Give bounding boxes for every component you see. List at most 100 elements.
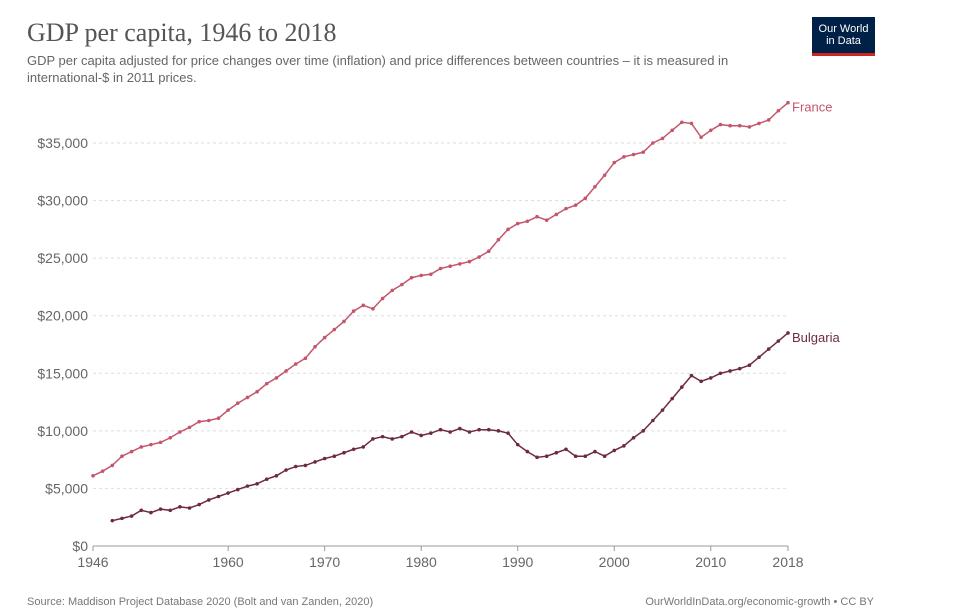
x-tick-label: 2018 bbox=[772, 554, 803, 570]
data-point bbox=[641, 429, 646, 433]
data-point bbox=[660, 408, 665, 412]
data-point bbox=[332, 327, 337, 332]
x-tick-label: 1980 bbox=[406, 554, 437, 570]
data-point bbox=[708, 128, 713, 133]
data-point bbox=[149, 510, 153, 515]
data-point bbox=[284, 369, 288, 373]
data-point bbox=[631, 152, 636, 157]
data-point bbox=[264, 477, 269, 482]
data-point bbox=[187, 425, 192, 430]
data-point bbox=[728, 123, 732, 128]
data-point bbox=[100, 469, 105, 473]
data-point bbox=[680, 385, 684, 389]
data-point bbox=[573, 454, 578, 458]
data-point bbox=[651, 141, 655, 145]
data-point bbox=[602, 454, 607, 458]
series-label-france: France bbox=[792, 100, 832, 115]
data-point bbox=[293, 464, 298, 469]
series-label-bulgaria: Bulgaria bbox=[792, 330, 840, 345]
data-point bbox=[786, 100, 790, 105]
data-point bbox=[544, 218, 549, 222]
data-point bbox=[786, 331, 790, 335]
data-point bbox=[197, 419, 201, 424]
data-point bbox=[467, 259, 472, 264]
data-point bbox=[535, 214, 539, 219]
data-point bbox=[313, 460, 317, 464]
data-point bbox=[506, 227, 510, 232]
data-point bbox=[313, 345, 317, 349]
data-point bbox=[602, 173, 607, 178]
data-point bbox=[737, 123, 742, 128]
data-point bbox=[747, 125, 752, 129]
data-point bbox=[129, 449, 134, 454]
data-point bbox=[766, 118, 771, 122]
x-tick-label: 2010 bbox=[695, 554, 726, 570]
data-point bbox=[351, 447, 356, 452]
data-point bbox=[757, 355, 761, 359]
data-point bbox=[670, 128, 674, 133]
data-point bbox=[515, 221, 520, 226]
data-point bbox=[467, 430, 472, 434]
data-point bbox=[477, 255, 481, 259]
data-point bbox=[631, 435, 636, 440]
data-point bbox=[429, 272, 433, 277]
data-point bbox=[361, 445, 366, 449]
data-point bbox=[168, 508, 173, 513]
data-point bbox=[284, 468, 288, 472]
data-point bbox=[332, 454, 337, 458]
data-point bbox=[245, 395, 250, 400]
data-point bbox=[409, 430, 414, 434]
data-point bbox=[255, 389, 259, 394]
data-point bbox=[477, 427, 481, 432]
data-point bbox=[216, 494, 221, 499]
series-line-france bbox=[92, 102, 789, 477]
data-point bbox=[458, 426, 462, 431]
data-point bbox=[593, 184, 597, 189]
data-point bbox=[486, 249, 491, 254]
data-point bbox=[342, 450, 346, 455]
data-point bbox=[235, 401, 240, 406]
data-point bbox=[120, 454, 124, 458]
x-tick-label: 2000 bbox=[599, 554, 630, 570]
logo-line-2: in Data bbox=[826, 35, 861, 47]
series-line-bulgaria bbox=[112, 332, 789, 522]
data-point bbox=[129, 514, 134, 518]
data-point bbox=[564, 206, 568, 211]
data-point bbox=[216, 416, 221, 420]
data-point bbox=[515, 442, 520, 447]
data-point bbox=[438, 266, 443, 271]
y-tick-label: $25,000 bbox=[37, 250, 88, 266]
data-point bbox=[390, 437, 395, 441]
data-point bbox=[371, 307, 375, 311]
data-point bbox=[429, 431, 433, 435]
data-point bbox=[641, 150, 646, 155]
y-tick-label: $5,000 bbox=[45, 480, 88, 496]
data-point bbox=[689, 373, 694, 378]
x-tick-label: 1946 bbox=[77, 554, 108, 570]
data-point bbox=[380, 296, 385, 301]
data-point bbox=[187, 506, 192, 510]
data-point bbox=[245, 484, 250, 488]
x-tick-label: 1970 bbox=[309, 554, 340, 570]
data-point bbox=[593, 449, 597, 454]
data-point bbox=[496, 237, 501, 242]
data-point bbox=[708, 376, 713, 380]
data-point bbox=[699, 135, 703, 140]
data-point bbox=[226, 491, 230, 495]
data-point bbox=[207, 418, 211, 423]
data-point bbox=[274, 473, 279, 478]
data-point bbox=[322, 456, 327, 461]
owid-logo[interactable]: Our World in Data bbox=[812, 17, 875, 56]
data-point bbox=[255, 482, 259, 486]
data-point bbox=[207, 498, 211, 502]
data-point bbox=[438, 427, 443, 432]
footer-link[interactable]: OurWorldInData.org/economic-growth • CC … bbox=[645, 596, 874, 608]
data-point bbox=[699, 379, 703, 384]
data-point bbox=[197, 502, 201, 507]
y-tick-label: $20,000 bbox=[37, 308, 88, 324]
data-point bbox=[110, 518, 115, 523]
data-point bbox=[776, 339, 781, 343]
data-point bbox=[680, 120, 684, 125]
y-tick-label: $35,000 bbox=[37, 135, 88, 151]
data-point bbox=[293, 362, 298, 366]
